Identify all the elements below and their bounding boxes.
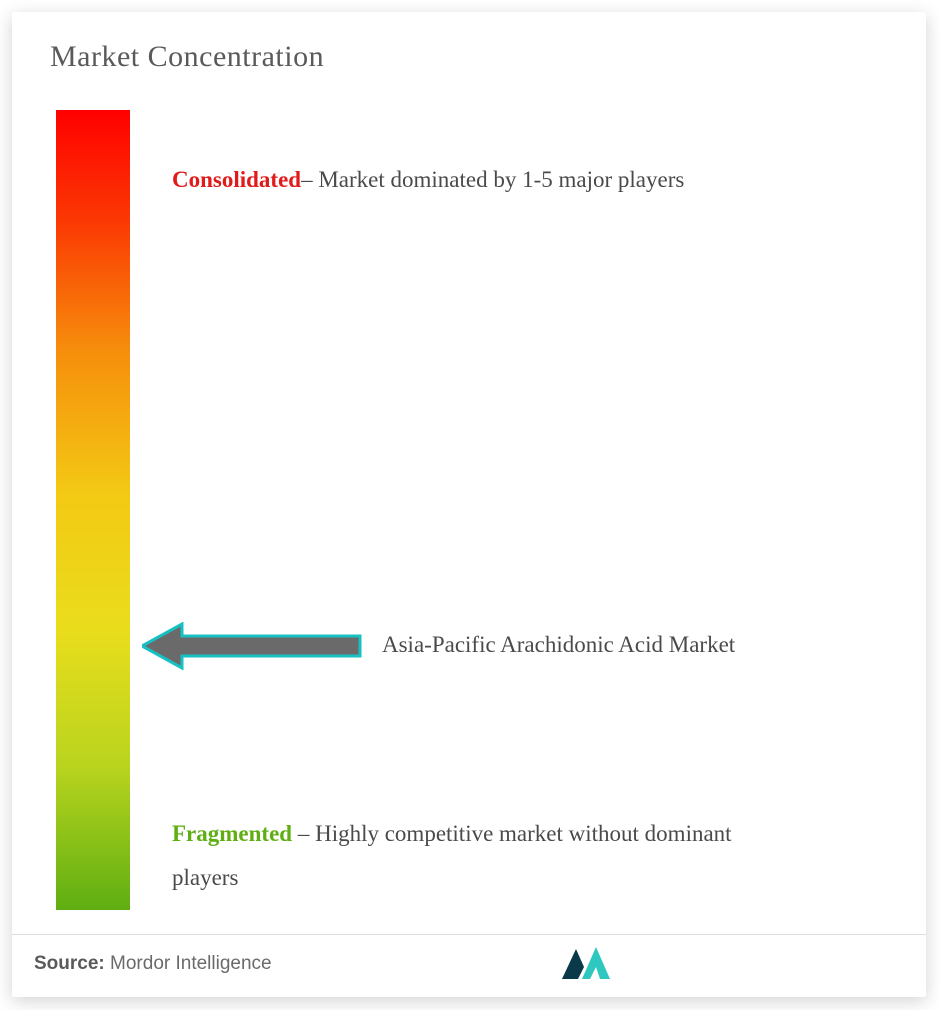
fragmented-description: Fragmented – Highly competitive market w… xyxy=(172,812,872,899)
consolidated-text: – Market dominated by 1-5 major players xyxy=(301,167,684,192)
source-label: Source: xyxy=(34,953,105,974)
consolidated-label: Consolidated xyxy=(172,167,301,192)
source-attribution: Source: Mordor Intelligence xyxy=(34,953,272,975)
fragmented-text-line1: – Highly competitive market without domi… xyxy=(292,821,731,846)
infographic-card: Market Concentration Consolidated– Marke… xyxy=(12,12,926,997)
fragmented-label: Fragmented xyxy=(172,821,292,846)
page-title: Market Concentration xyxy=(50,40,324,74)
market-name-label: Asia-Pacific Arachidonic Acid Market xyxy=(382,632,735,658)
concentration-gradient-bar xyxy=(56,110,130,910)
mordor-logo-icon xyxy=(556,943,616,983)
consolidated-description: Consolidated– Market dominated by 1-5 ma… xyxy=(172,162,872,199)
footer-divider xyxy=(12,934,926,935)
source-value: Mordor Intelligence xyxy=(105,953,272,974)
market-position-arrow-icon xyxy=(142,622,362,670)
fragmented-text-line2: players xyxy=(172,865,238,890)
